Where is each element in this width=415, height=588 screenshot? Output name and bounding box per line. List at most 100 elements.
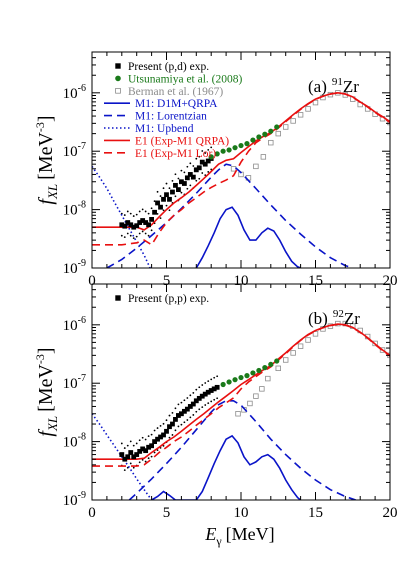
panel-b-ytick-label: 10-8: [63, 432, 86, 451]
panel-a-legend-berman-label: Berman et al. (1967): [128, 86, 223, 98]
panel-a-present-point: [134, 223, 140, 229]
panel-b-present-error: [138, 439, 141, 442]
panel-b-present-point: [152, 439, 157, 445]
panel-b-present-error: [186, 397, 189, 399]
y-label-subscript-b: XL: [45, 416, 60, 432]
panel-a-present-error: [132, 215, 135, 217]
panel-a-present-error: [153, 200, 156, 203]
panel-a-present-error: [156, 190, 159, 193]
panel-a-frame: [91, 51, 391, 269]
panel-b-present-point: [211, 386, 217, 392]
panel-a-present-error: [135, 235, 138, 238]
panel-a-utsunomiya-point: [256, 134, 262, 140]
panel-b-present-point: [208, 388, 214, 393]
panel-a-berman-point: [230, 166, 237, 172]
panel-b-present-error: [129, 440, 132, 443]
panel-a-present-point: [152, 209, 157, 215]
panel-a-present-error: [123, 236, 126, 239]
panel-a-xtick-label: 20: [383, 273, 398, 289]
panel-a-legend-utsunomiya-marker: [115, 75, 121, 82]
panel-a-utsunomiya-point: [244, 140, 250, 147]
panel-a-present-error: [174, 173, 177, 176]
panel-b-present-error: [150, 455, 153, 458]
panel-b-present-point: [134, 452, 140, 457]
panel-a-present-error: [159, 195, 162, 197]
panel-a-present-error: [189, 184, 192, 187]
panel-a-present-point: [128, 222, 134, 228]
panel-a-utsunomiya-point: [232, 145, 238, 151]
panel-a-present-error: [150, 207, 153, 210]
panel-a-utsunomiya-point: [226, 147, 232, 153]
panel-b-present-error: [186, 419, 189, 421]
panel-b-letter: (b): [308, 309, 328, 328]
panel-a-present-error: [159, 217, 162, 220]
panel-a-present-point: [146, 222, 152, 228]
panel-a-present-error: [144, 210, 147, 213]
x-label-subscript: γ: [215, 534, 222, 548]
panel-b-present-point: [128, 450, 134, 455]
panel-a-present-error: [210, 168, 213, 171]
panel-a-present-point: [164, 192, 169, 198]
panel-b-present-point: [149, 443, 154, 449]
panel-a-present-error: [129, 234, 132, 237]
panel-b-present-error: [207, 402, 210, 405]
panel-b-present-point: [161, 432, 166, 438]
panel-b-present-point: [143, 448, 149, 454]
y-label-symbol-b: f: [35, 429, 57, 437]
panel-b-present-error: [135, 442, 138, 445]
panel-a-present-error: [156, 212, 159, 215]
panel-a-present-point: [176, 187, 181, 193]
panel-b-present-point: [155, 436, 160, 442]
panel-a-letter: (a): [308, 77, 327, 96]
panel-a-present-error: [174, 195, 177, 198]
panel-b-present-error: [204, 382, 207, 384]
panel-b-e1-lor-line: [92, 323, 390, 467]
panel-a-present-error: [147, 234, 150, 237]
panel-b-m1-qrpa-line: [151, 434, 302, 500]
panel-b-present-point: [187, 404, 193, 409]
panel-a-ytick-label: 10-6: [63, 83, 86, 102]
panel-a-present-point: [179, 179, 184, 185]
panel-b-present-error: [138, 461, 141, 464]
panel-a-present-point: [196, 165, 202, 171]
panel-a-present-error: [135, 213, 138, 216]
panel-a-berman-point: [312, 99, 319, 106]
panel-a-ticks-layer: 0 5 10 15 20 10-9 10-8 10-7 10-6: [63, 51, 398, 289]
panel-b-m1-lor-line: [128, 400, 356, 500]
panel-a-present-error: [183, 171, 186, 174]
panel-b-xtick-label: 10: [234, 505, 249, 521]
panel-a-present-point: [122, 223, 128, 229]
panel-b-present-error: [210, 378, 213, 381]
panel-b-present-error: [123, 469, 126, 472]
panel-b-utsunomiya-point: [226, 379, 232, 385]
panel-b-present-error: [141, 458, 144, 461]
panel-a-present-point: [125, 220, 131, 225]
panel-a-present-error: [192, 165, 195, 167]
panel-b-present-point: [140, 446, 146, 452]
panel-b-present-error: [147, 457, 150, 460]
panel-b-berman-point: [305, 337, 311, 343]
panel-a-present-error: [180, 191, 183, 194]
panel-b-present-error: [171, 434, 174, 436]
panel-a-legend-berman-marker: [115, 88, 121, 94]
panel-a-present-error: [186, 187, 189, 190]
panel-b-utsunomiya-point: [262, 365, 268, 371]
panel-a-utsunomiya-point: [262, 131, 268, 137]
panel-a-m1-lor-line: [106, 163, 354, 268]
y-axis-label-top: fXL [MeV-3]: [33, 115, 60, 204]
panel-b-present-point: [158, 434, 163, 440]
panel-a-present-point: [187, 172, 193, 177]
panel-a-mass: 91: [332, 76, 343, 88]
panel-a-xtick-label: 5: [163, 273, 171, 289]
panel-b-ytick-label: 10-6: [63, 315, 86, 334]
panel-b-present-error: [192, 392, 195, 394]
panel-b-present-error: [183, 399, 186, 402]
panel-b-utsunomiya-point: [274, 358, 280, 364]
panel-b-utsunomiya-point: [232, 377, 238, 383]
panel-a-e1-lor-line: [92, 91, 390, 246]
panel-b-berman-point: [275, 365, 281, 372]
panel-b-present-error: [174, 429, 177, 432]
panel-a-utsunomiya-point: [274, 124, 280, 130]
y-label-subscript: XL: [45, 184, 60, 200]
panel-a-xtick-label: 0: [88, 273, 96, 289]
